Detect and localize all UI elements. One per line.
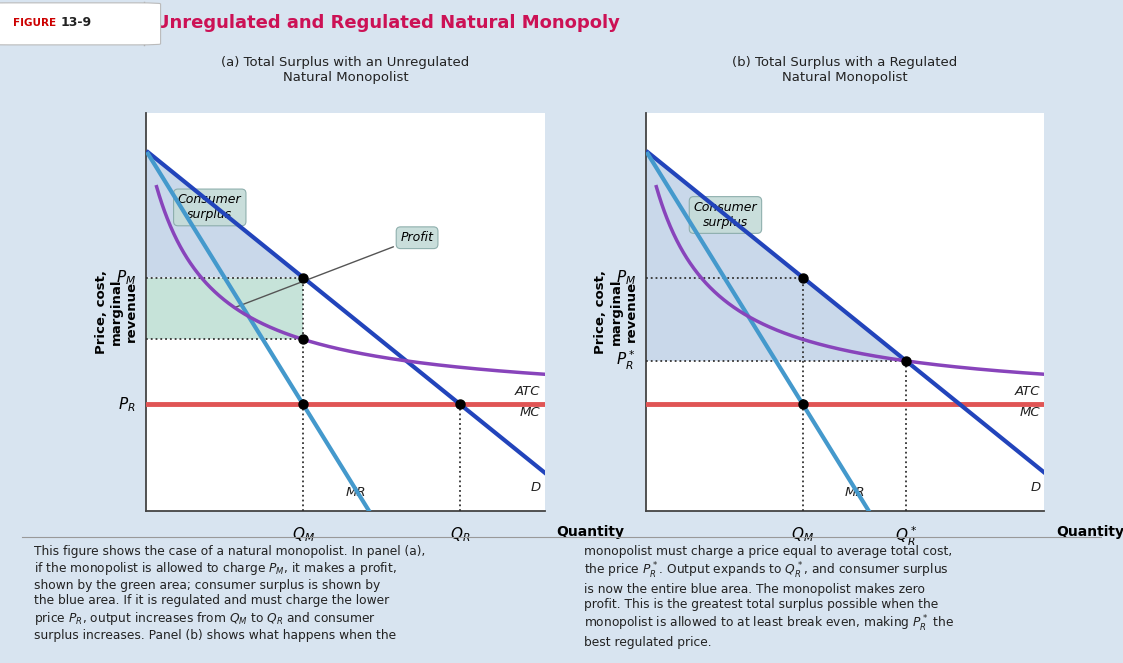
Text: MC: MC [1020, 406, 1040, 419]
Text: FIGURE: FIGURE [13, 18, 56, 28]
Polygon shape [146, 278, 303, 339]
Text: This figure shows the case of a natural monopolist. In panel (a),
if the monopol: This figure shows the case of a natural … [34, 545, 426, 642]
Text: $Q_M$: $Q_M$ [292, 525, 314, 544]
Text: $P_M$: $P_M$ [615, 268, 636, 287]
Text: D: D [530, 481, 540, 494]
Text: Quantity: Quantity [1057, 525, 1123, 539]
Text: ATC: ATC [1015, 385, 1040, 398]
Y-axis label: Price, cost,
marginal
revenue: Price, cost, marginal revenue [94, 270, 138, 353]
Text: $P_M$: $P_M$ [116, 268, 136, 287]
Text: D: D [1030, 481, 1040, 494]
Text: $Q_R$: $Q_R$ [450, 525, 471, 544]
Text: Profit: Profit [235, 231, 433, 308]
Text: Unregulated and Regulated Natural Monopoly: Unregulated and Regulated Natural Monopo… [155, 14, 620, 32]
Text: $Q_R^*$: $Q_R^*$ [895, 525, 917, 548]
Text: Consumer
surplus: Consumer surplus [694, 201, 757, 229]
Text: MC: MC [520, 406, 540, 419]
Text: monopolist must charge a price equal to average total cost,
the price $P_R^*$. O: monopolist must charge a price equal to … [584, 545, 955, 649]
Text: MR: MR [844, 486, 866, 499]
Text: (b) Total Surplus with a Regulated
Natural Monopolist: (b) Total Surplus with a Regulated Natur… [732, 56, 958, 84]
FancyBboxPatch shape [0, 3, 161, 45]
Text: (a) Total Surplus with an Unregulated
Natural Monopolist: (a) Total Surplus with an Unregulated Na… [221, 56, 469, 84]
Text: $Q_M$: $Q_M$ [792, 525, 814, 544]
Text: MR: MR [346, 486, 366, 499]
Text: $P_R^*$: $P_R^*$ [617, 349, 636, 373]
Text: Consumer
surplus: Consumer surplus [177, 194, 241, 221]
Text: Quantity: Quantity [557, 525, 624, 539]
Text: $P_R$: $P_R$ [118, 395, 136, 414]
Text: 13-9: 13-9 [61, 17, 92, 29]
Polygon shape [146, 151, 303, 278]
Y-axis label: Price, cost,
marginal
revenue: Price, cost, marginal revenue [594, 270, 638, 353]
Polygon shape [646, 151, 906, 361]
Text: ATC: ATC [515, 385, 540, 398]
